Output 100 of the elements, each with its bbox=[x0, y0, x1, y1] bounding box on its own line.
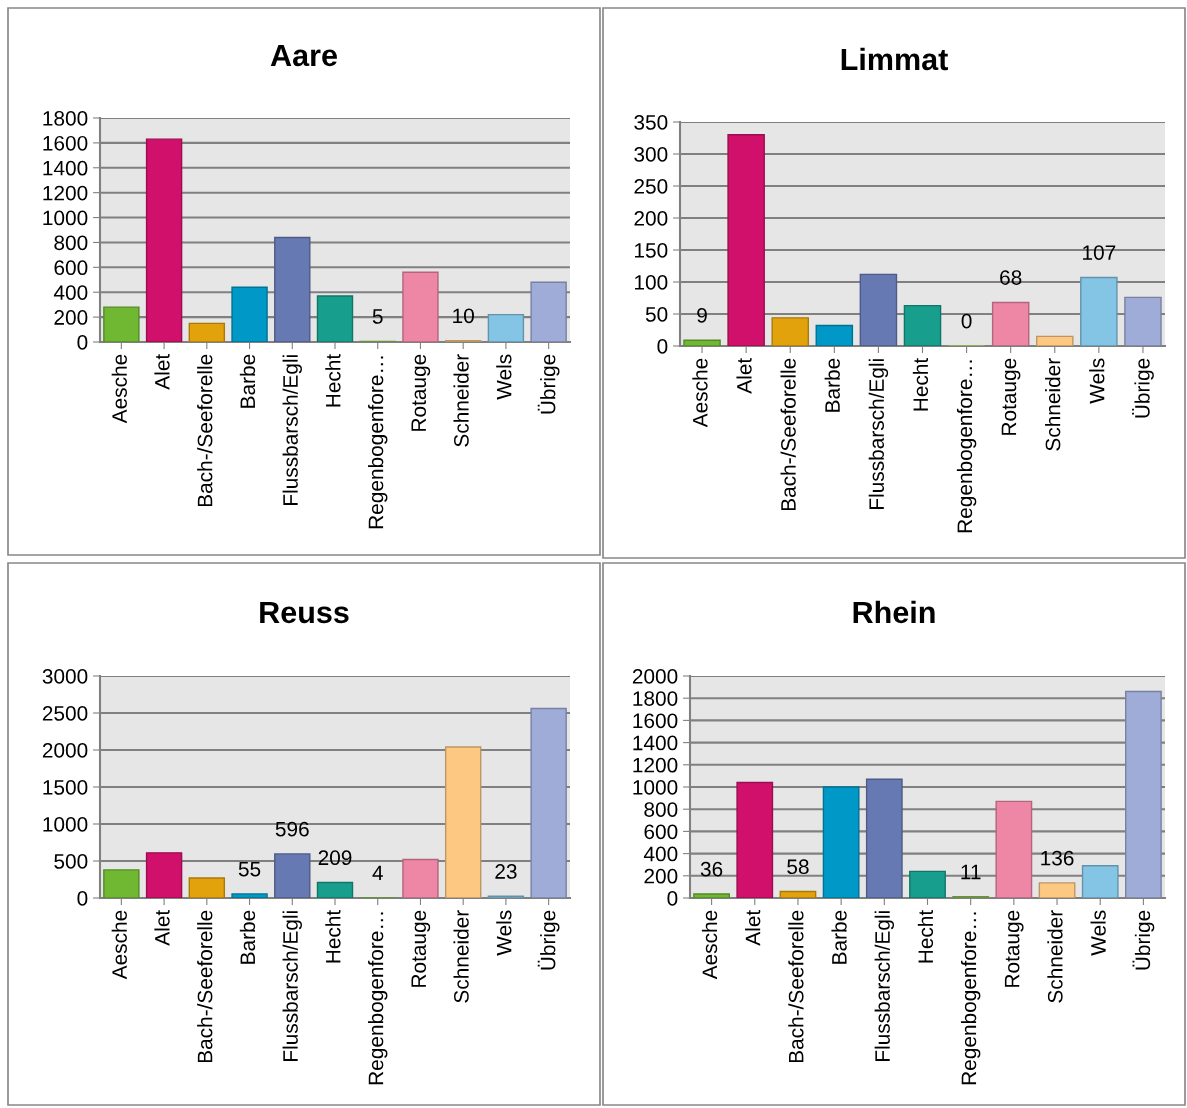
data-label: 11 bbox=[961, 864, 981, 880]
y-tick-label: 400 bbox=[53, 285, 88, 300]
x-tick-label: Übrige bbox=[537, 910, 560, 970]
y-tick-label: 1000 bbox=[43, 817, 88, 832]
x-tick-label: Wels bbox=[496, 910, 512, 956]
bar bbox=[1080, 276, 1118, 346]
bar bbox=[822, 786, 860, 898]
bar bbox=[903, 304, 942, 346]
y-tick-label: 2000 bbox=[42, 743, 88, 758]
x-tick-label: Übrige bbox=[1132, 910, 1155, 970]
y-tick-label: 1200 bbox=[43, 185, 88, 201]
x-tick-label: Hecht bbox=[325, 353, 341, 407]
y-tick-label: 1500 bbox=[43, 780, 88, 795]
bar bbox=[727, 134, 765, 346]
y-tick-label: 800 bbox=[54, 235, 88, 251]
data-label: 209 bbox=[318, 850, 352, 866]
x-tick-label: Wels bbox=[1089, 358, 1105, 404]
chart-title: Limmat bbox=[841, 47, 948, 71]
bar bbox=[402, 271, 439, 342]
y-tick-label: 1800 bbox=[633, 691, 678, 706]
bar bbox=[231, 286, 268, 342]
bar bbox=[274, 236, 311, 342]
y-tick-label: 1600 bbox=[633, 713, 678, 729]
data-label: 107 bbox=[1083, 245, 1116, 260]
x-tick-label: Rotauge bbox=[411, 354, 431, 431]
bar bbox=[487, 313, 525, 342]
bar bbox=[909, 870, 946, 898]
bar bbox=[1124, 296, 1162, 346]
x-tick-label: Bach-/Seeforelle bbox=[780, 358, 796, 511]
bar bbox=[188, 322, 226, 342]
data-label: 23 bbox=[495, 864, 517, 879]
y-tick-label: 1400 bbox=[43, 160, 88, 176]
bar bbox=[274, 853, 311, 898]
y-tick-label: 300 bbox=[634, 147, 668, 162]
y-tick-label: 150 bbox=[635, 243, 668, 258]
bar bbox=[693, 893, 730, 898]
y-tick-label: 0 bbox=[77, 891, 88, 906]
bar bbox=[103, 869, 140, 898]
x-tick-label: Barbe bbox=[239, 354, 256, 408]
data-label: 5 bbox=[372, 309, 383, 324]
y-tick-label: 0 bbox=[657, 339, 668, 354]
x-tick-label: Hecht bbox=[912, 357, 929, 411]
data-label: 10 bbox=[453, 308, 474, 324]
bar bbox=[530, 707, 567, 898]
x-tick-label: Rotauge bbox=[1001, 358, 1021, 435]
data-label: 596 bbox=[275, 821, 309, 837]
x-tick-label: Hecht bbox=[917, 909, 934, 963]
bar bbox=[865, 778, 903, 898]
y-tick-label: 200 bbox=[634, 211, 668, 226]
x-tick-label: Regenbogenfore… bbox=[368, 356, 388, 529]
bar bbox=[995, 800, 1033, 898]
bar bbox=[815, 324, 854, 346]
y-tick-label: 3000 bbox=[42, 669, 88, 684]
y-tick-label: 250 bbox=[634, 179, 668, 194]
bar bbox=[1036, 335, 1074, 346]
x-tick-label: Rotauge bbox=[411, 910, 431, 987]
y-tick-label: 600 bbox=[54, 260, 88, 276]
chart-title: Rhein bbox=[853, 600, 935, 624]
bar bbox=[103, 306, 140, 342]
data-label: 0 bbox=[961, 313, 972, 329]
x-tick-label: Alet bbox=[154, 353, 170, 390]
bar bbox=[779, 890, 817, 898]
y-tick-label: 1600 bbox=[43, 135, 88, 151]
bar bbox=[316, 881, 354, 898]
x-tick-label: Barbe bbox=[239, 910, 256, 964]
bar bbox=[683, 339, 721, 346]
bar bbox=[859, 273, 898, 346]
y-tick-label: 200 bbox=[54, 310, 88, 325]
y-tick-label: 1400 bbox=[633, 735, 678, 751]
x-tick-label: Aesche bbox=[111, 910, 127, 980]
x-tick-label: Regenbogenfore… bbox=[368, 912, 388, 1085]
y-tick-label: 1000 bbox=[633, 780, 678, 795]
data-label: 58 bbox=[787, 859, 809, 875]
y-tick-label: 1200 bbox=[633, 757, 678, 773]
bar bbox=[231, 893, 268, 898]
y-tick-label: 0 bbox=[667, 891, 678, 906]
y-tick-label: 2500 bbox=[42, 706, 88, 721]
x-tick-label: Barbe bbox=[824, 358, 840, 412]
x-tick-label: Schneider bbox=[453, 354, 469, 447]
x-tick-label: Übrige bbox=[1132, 358, 1154, 418]
x-tick-label: Schneider bbox=[453, 910, 469, 1003]
bar bbox=[145, 852, 183, 898]
y-tick-label: 350 bbox=[634, 115, 668, 130]
chart-title: Aare bbox=[270, 44, 337, 67]
data-label: 9 bbox=[697, 307, 707, 323]
y-tick-label: 2000 bbox=[632, 669, 678, 684]
x-tick-label: Regenbogenfore… bbox=[960, 912, 981, 1085]
bar bbox=[316, 295, 354, 342]
y-tick-label: 400 bbox=[643, 846, 678, 862]
y-tick-label: 500 bbox=[54, 854, 88, 869]
bar bbox=[736, 781, 774, 898]
x-tick-label: Flussbarsch/Egli bbox=[282, 911, 302, 1061]
x-tick-label: Schneider bbox=[1047, 910, 1063, 1003]
x-tick-label: Regenbogenfore… bbox=[956, 360, 977, 533]
bar bbox=[188, 877, 226, 898]
x-tick-label: Wels bbox=[1090, 910, 1106, 956]
x-tick-label: Hecht bbox=[325, 909, 341, 963]
bar bbox=[1125, 690, 1162, 898]
x-tick-label: Bach-/Seeforelle bbox=[788, 910, 804, 1063]
x-tick-label: Bach-/Seeforelle bbox=[197, 354, 213, 507]
